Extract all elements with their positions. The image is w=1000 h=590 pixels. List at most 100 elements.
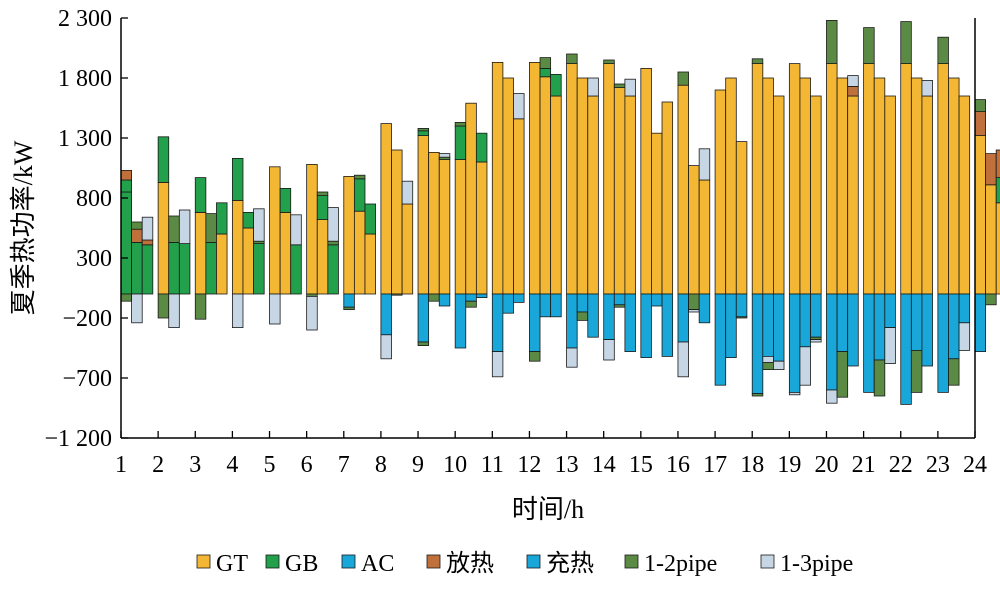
bar-segment [985, 184, 997, 295]
bar-segment [751, 293, 764, 394]
x-tick-label: 4 [226, 452, 238, 478]
bar-segment [327, 244, 339, 295]
bar-segment [576, 77, 589, 295]
bar-segment [141, 244, 154, 295]
bar-segment [120, 169, 133, 181]
bar-segment [216, 233, 228, 295]
bar-segment [873, 359, 886, 397]
bar-segment [884, 293, 896, 328]
bar-segment [428, 293, 440, 302]
x-tick-label: 1 [115, 452, 127, 478]
bar-segment [587, 293, 599, 338]
bar-segment [141, 216, 154, 241]
bar-segment [194, 177, 207, 213]
bar-segment [640, 293, 652, 358]
bar-segment [873, 293, 886, 361]
x-tick-label: 14 [592, 452, 616, 478]
y-tick-label: −1 200 [44, 426, 112, 452]
legend-label: AC [361, 551, 394, 577]
bar-segment [475, 293, 488, 298]
bar-segment [762, 77, 774, 295]
bar-segment [900, 21, 912, 65]
bar-segment [826, 293, 838, 391]
y-tick-label: 300 [76, 246, 112, 272]
bar-segment [884, 95, 896, 295]
x-tick-label: 19 [777, 452, 801, 478]
bar-segment [529, 293, 541, 352]
bar-segment [401, 203, 414, 295]
y-tick-label: 800 [76, 186, 112, 212]
bar-segment [974, 293, 987, 352]
x-tick-label: 8 [375, 452, 387, 478]
bar-segment [205, 213, 217, 243]
x-tick-label: 15 [629, 452, 653, 478]
bar-segment [157, 136, 170, 183]
bar-segment [178, 209, 191, 244]
bar-segment [417, 127, 430, 132]
bar-segment [316, 195, 329, 221]
bar-segment [773, 360, 785, 371]
legend-item: 1-2pipe [624, 551, 717, 577]
bar-segment [279, 187, 292, 213]
bar-segment [836, 77, 849, 295]
bar-segment [613, 304, 626, 308]
bar-segment [231, 157, 244, 201]
bar-segment [698, 179, 711, 295]
bar-segment [253, 208, 265, 242]
bar-segment [826, 19, 838, 65]
legend-label: 放热 [446, 550, 494, 577]
x-tick-label: 18 [740, 452, 764, 478]
bar-segment [178, 243, 191, 295]
bar-segment [253, 243, 265, 295]
bar-segment [613, 83, 626, 88]
bar-segment [475, 161, 488, 295]
y-axis-title: 夏季热功率/kW [9, 140, 38, 315]
legend-item: 充热 [526, 550, 594, 577]
bar-segment [242, 227, 254, 295]
bar-segment [863, 293, 875, 393]
bar-segment [491, 62, 504, 295]
bar-segment [751, 393, 764, 397]
y-tick-label: 1 800 [58, 66, 112, 92]
bar-segment [353, 174, 366, 180]
legend-swatch [196, 554, 211, 569]
bar-segment [910, 77, 923, 295]
bar-segment [937, 36, 949, 65]
bar-segment [810, 95, 822, 295]
bar-segment [587, 77, 599, 97]
legend-swatch [341, 554, 356, 569]
bar-segment [353, 178, 366, 212]
bar-segment [131, 221, 143, 230]
bar-segment [995, 149, 1000, 179]
legend-item: 放热 [426, 550, 494, 577]
bar-segment [735, 293, 748, 318]
bar-segment [799, 346, 811, 386]
bar-segment [688, 165, 700, 295]
bar-segment [550, 74, 562, 97]
legend-item: 1-3pipe [760, 551, 853, 577]
bar-segment [900, 63, 912, 295]
bar-segment [847, 86, 859, 97]
bar-segment [714, 89, 727, 295]
bar-segment [640, 68, 652, 295]
y-tick-label: −200 [62, 306, 112, 332]
bar-segment [948, 77, 960, 295]
bar-segment [194, 293, 207, 320]
bar-segment [698, 293, 711, 324]
x-tick-label: 21 [852, 452, 876, 478]
bar-segment [454, 293, 467, 349]
bar-segment [603, 63, 615, 295]
bar-segment [921, 293, 933, 367]
bar-segment [773, 293, 785, 362]
bar-segment [194, 211, 207, 295]
x-tick-label: 11 [481, 452, 504, 478]
bar-segment [364, 203, 376, 235]
bar-segment [131, 241, 143, 295]
bar-segment [677, 84, 689, 295]
bar-segment [380, 123, 392, 295]
bar-segment [417, 135, 430, 295]
bar-segment [353, 210, 366, 295]
